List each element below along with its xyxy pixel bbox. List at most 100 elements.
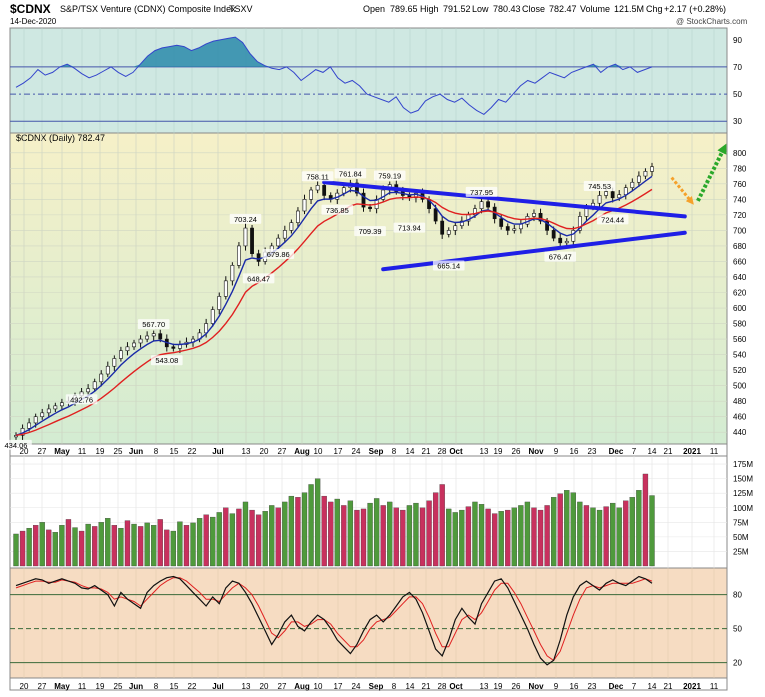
high-value: 791.52 [443, 4, 471, 14]
price-candle-body [151, 333, 156, 337]
price-candle-body [92, 381, 97, 390]
stoch-y-tick: 50 [733, 625, 742, 634]
annotation-box [432, 260, 465, 271]
price-y-tick: 760 [733, 180, 747, 189]
upper-date-tick-label: 28 [438, 447, 447, 456]
volume-bar [393, 507, 399, 567]
price-layer: 434.06 492.76 567.70 543.08 703.24 648.47 679.… [0, 143, 727, 450]
annotation-box [229, 213, 262, 224]
volume-bar [400, 509, 406, 567]
volume-bar [111, 525, 118, 567]
volume-bar [518, 505, 524, 567]
upper-date-tick-label: 9 [554, 447, 559, 456]
price-candle-body [433, 208, 438, 222]
price-candle-body [577, 216, 582, 231]
price-y-tick: 780 [733, 164, 747, 173]
volume-bar [210, 516, 216, 567]
lower-date-tick-label: 11 [78, 682, 87, 691]
volume-bar [164, 529, 170, 567]
price-annotation: 543.08 [155, 356, 178, 365]
lower-date-tick-label: 26 [512, 682, 521, 691]
price-y-tick: 600 [733, 304, 747, 313]
price-candle-body [14, 435, 18, 438]
volume-bar [511, 507, 517, 567]
lower-date-tick-label: 8 [154, 682, 159, 691]
arrow-down [670, 176, 694, 205]
annotation-box [544, 251, 577, 262]
volume-bar [65, 519, 72, 567]
lower-date-tick-label: Jun [129, 682, 143, 691]
price-annotation: 665.14 [437, 261, 460, 270]
price-y-tick: 500 [733, 382, 747, 391]
volume-bar [642, 473, 649, 567]
price-annotation: 736.85 [326, 206, 349, 215]
upper-date-tick-label: 21 [422, 447, 431, 456]
price-candle-body [623, 187, 628, 195]
price-candle-body [368, 206, 372, 209]
annotation-box [151, 355, 183, 366]
price-candle-body [250, 227, 254, 254]
volume-bar [196, 518, 203, 567]
price-candle-body [486, 201, 490, 208]
price-candle-body [27, 422, 32, 429]
upper-date-tick-label: 20 [260, 447, 269, 456]
annotation-box [0, 439, 32, 450]
volume-bar [459, 509, 465, 567]
price-candle-body [289, 222, 294, 231]
price-candle-body [302, 199, 307, 212]
price-candle-body [171, 346, 176, 349]
price-candle-body [538, 213, 543, 222]
volume-bar [288, 495, 295, 567]
volume-layer [13, 473, 655, 567]
price-candle-body [256, 253, 261, 262]
price-y-tick: 660 [733, 257, 747, 266]
annotation-box [373, 170, 406, 181]
price-candle-body [282, 230, 287, 239]
rsi-y-tick: 90 [733, 36, 742, 45]
volume-bar [105, 518, 111, 567]
volume-bar [269, 505, 275, 567]
upper-date-tick-label: 11 [78, 447, 87, 456]
annotation-box [465, 186, 498, 197]
price-candle-body [217, 296, 222, 310]
index-name: S&P/TSX Venture (CDNX) Composite Index [60, 4, 236, 14]
annotation-box [596, 214, 629, 225]
upper-date-tick-label: 26 [512, 447, 521, 456]
volume-bar [505, 509, 511, 567]
low-value: 780.43 [493, 4, 521, 14]
upper-date-tick-label: Dec [609, 447, 624, 456]
price-candle-body [532, 213, 536, 217]
upper-date-tick-label: 20 [20, 447, 29, 456]
price-annotation: 759.19 [378, 171, 401, 180]
volume-bar [367, 502, 373, 567]
rsi-y-tick: 70 [733, 63, 742, 72]
upper-date-tick-label: 19 [96, 447, 105, 456]
price-candle-body [276, 237, 281, 247]
upper-date-tick-label: 8 [392, 447, 397, 456]
volume-bar [413, 502, 419, 567]
price-candle-body [40, 412, 45, 418]
annotation-box [321, 204, 354, 215]
annotation-box [65, 394, 98, 405]
volume-bar [491, 513, 498, 567]
volume-bar [26, 527, 32, 567]
price-panel [9, 132, 728, 445]
lower-date-tick-label: 24 [352, 682, 361, 691]
price-candle-body [46, 408, 51, 414]
price-candle-body [414, 192, 418, 199]
lower-date-tick-label: 15 [170, 682, 179, 691]
price-candle-body [138, 338, 143, 344]
stoch-y-tick: 80 [733, 591, 742, 600]
price-annotation: 434.06 [5, 441, 28, 450]
price-y-tick: 520 [733, 366, 747, 375]
price-candle-body [551, 230, 556, 239]
price-annotation: 709.39 [359, 227, 382, 236]
price-candle-body [99, 373, 104, 383]
lower-date-tick-label: 13 [480, 682, 489, 691]
upper-date-tick-label: 2021 [683, 447, 701, 456]
lower-date-tick-label: 14 [406, 682, 415, 691]
price-candle-body [617, 194, 622, 199]
lower-date-tick-label: 7 [632, 682, 637, 691]
volume-bar [564, 490, 570, 567]
